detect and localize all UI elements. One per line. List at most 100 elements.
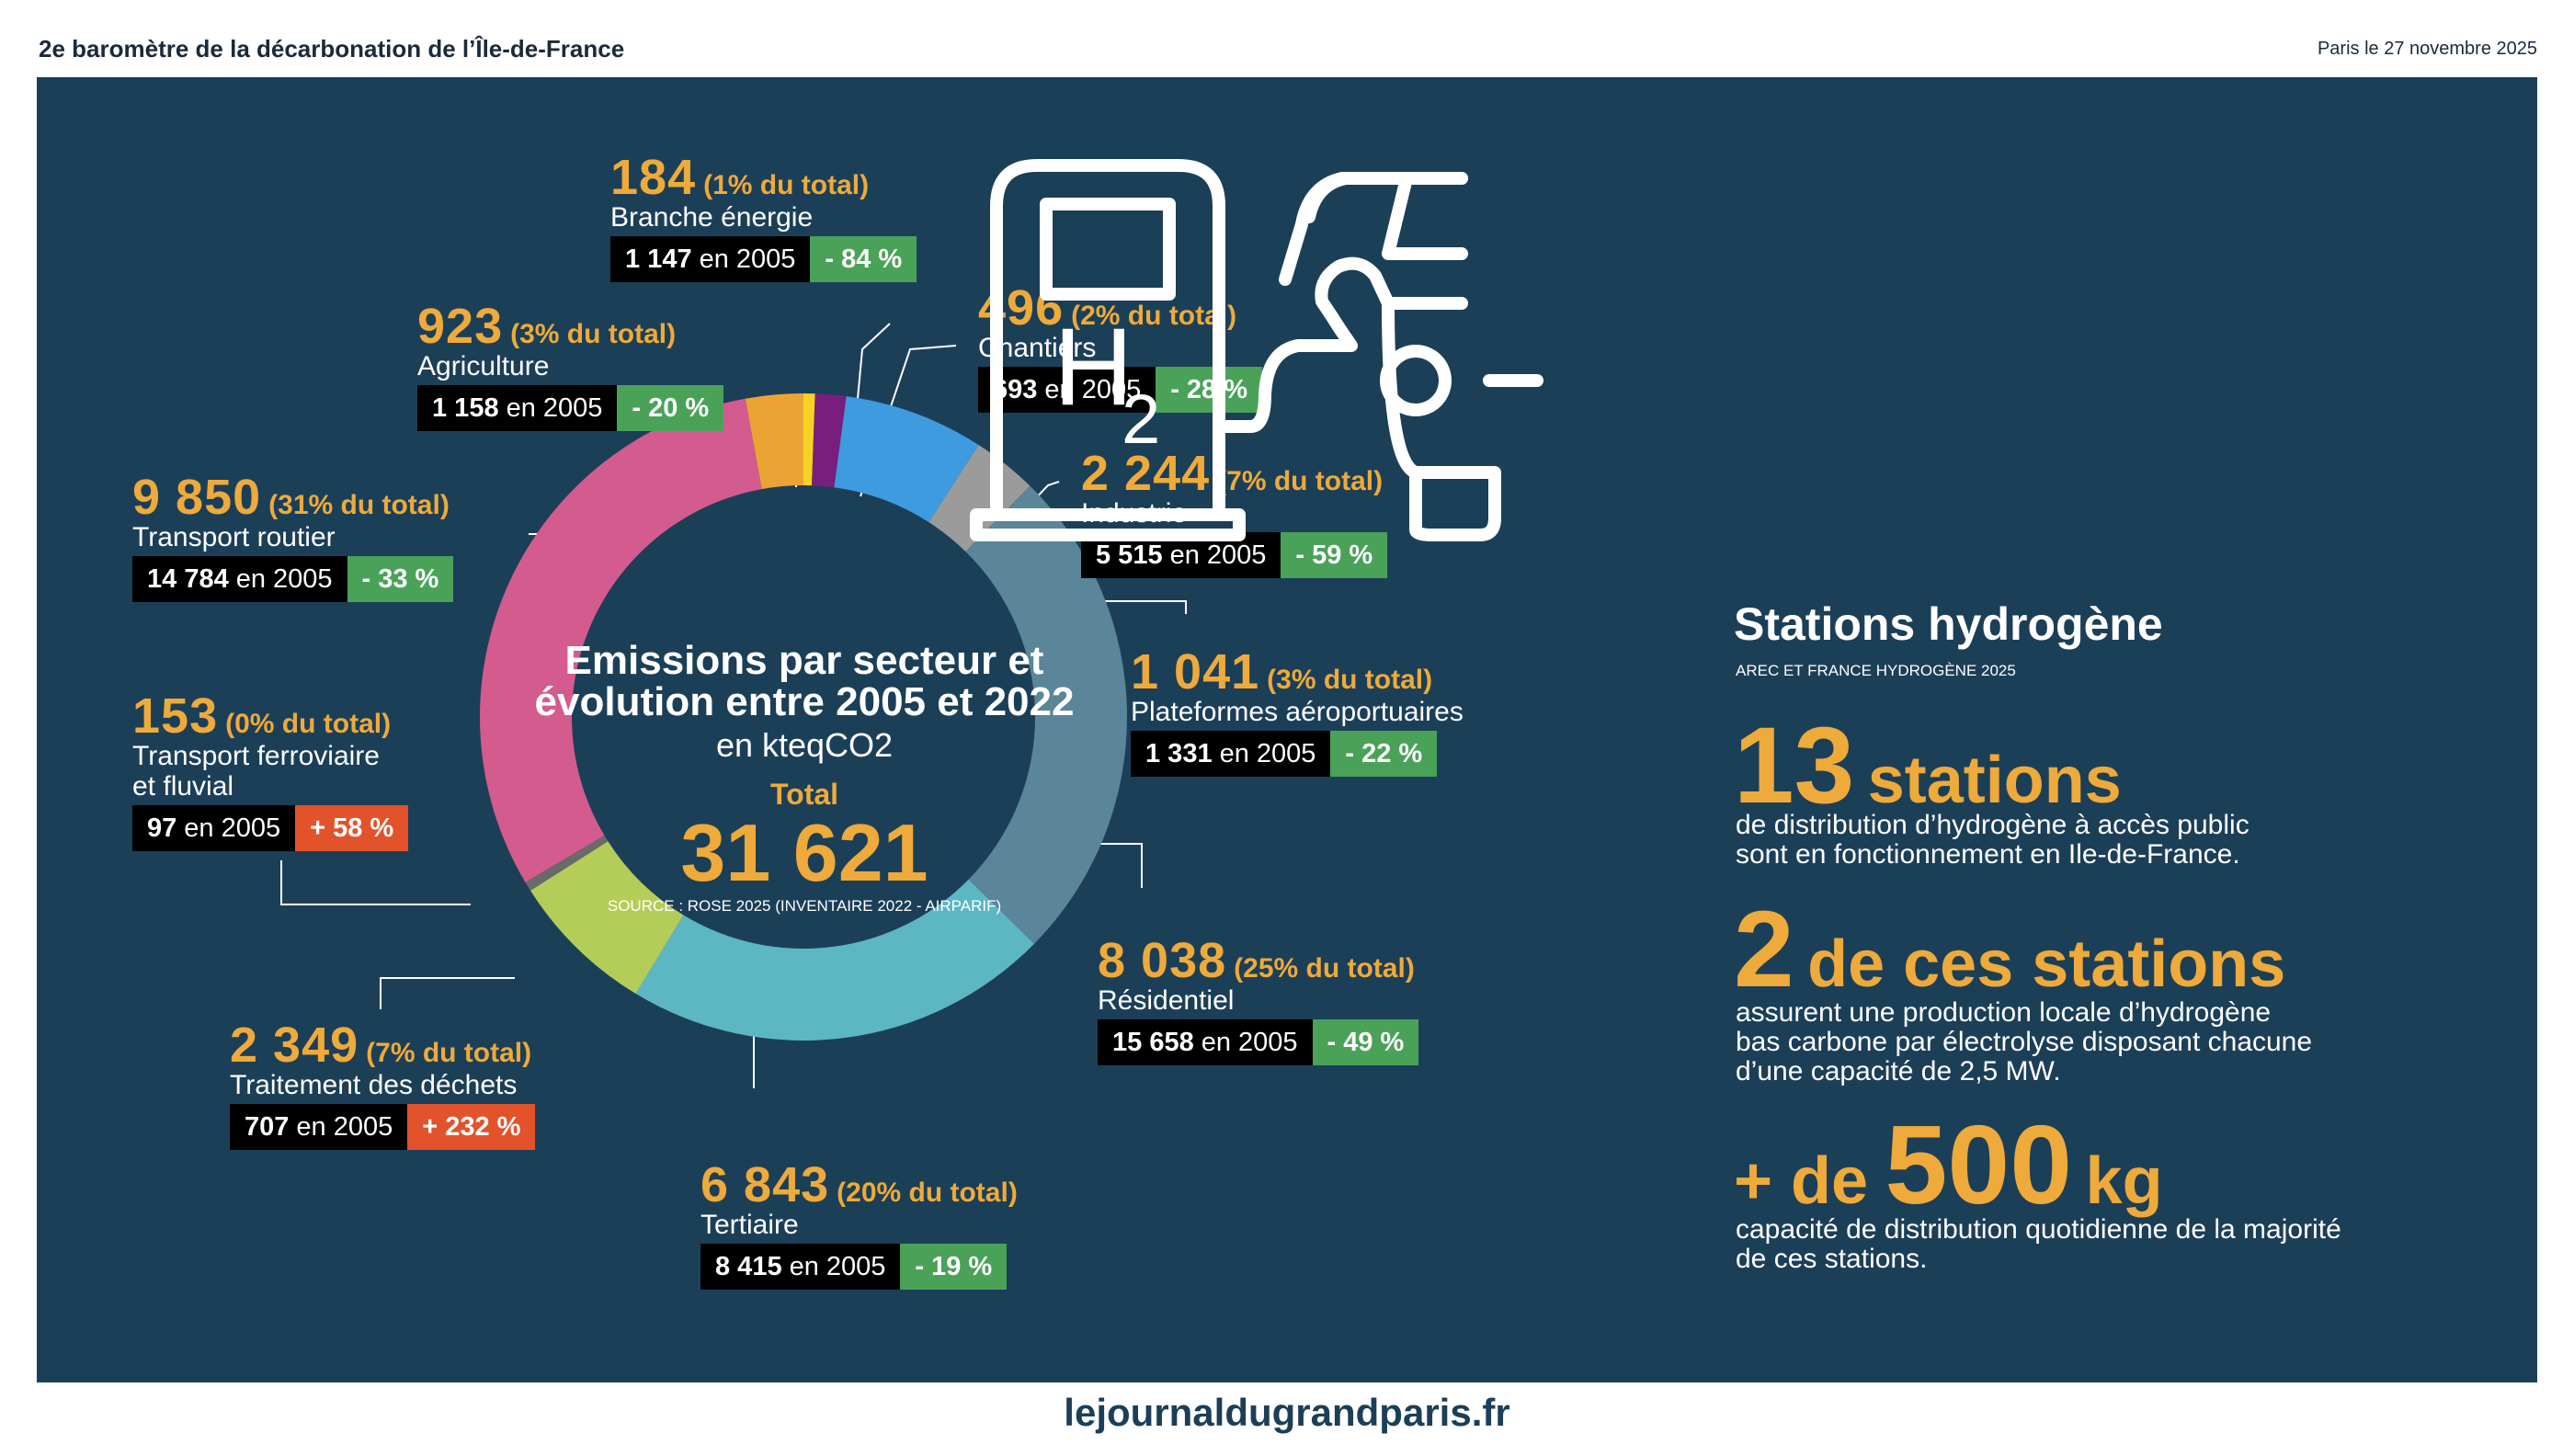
donut-slice-8 — [480, 398, 762, 882]
sector-share: (7% du total) — [366, 1038, 532, 1068]
stat-500-kg: + de 500 kg — [1734, 1109, 2163, 1221]
sector-label-1: 496 (2% du total) Chantiers 693 en 2005- 28 … — [978, 283, 1263, 413]
sector-label-5: 6 843 (20% du total) Tertiaire 8 415 en 2005… — [700, 1160, 1018, 1290]
sector-label-4: 8 038 (25% du total) Résidentiel 15 658 en 2… — [1098, 936, 1419, 1065]
sector-name: Transport ferroviaire et fluvial — [132, 741, 380, 802]
sector-value-line: 496 (2% du total) — [978, 283, 1262, 333]
sector-value: 496 — [978, 280, 1065, 336]
donut-slice-7 — [525, 835, 609, 891]
sector-value-line: 2 244 (7% du total) — [1081, 449, 1387, 498]
sector-name: Résidentiel — [1098, 985, 1235, 1016]
sector-share: (1% du total) — [703, 170, 870, 200]
total-value: 31 621 — [680, 807, 928, 898]
stat-2-stations: 2 de ces stations — [1734, 895, 2285, 1004]
sector-comparison: 5 515 en 2005- 59 % — [1081, 532, 1388, 578]
leader-dechets — [380, 977, 515, 1009]
page-title: 2e baromètre de la décarbonation de l’Îl… — [39, 35, 625, 63]
sector-change: + 58 % — [295, 805, 409, 851]
stat2-desc-line2: bas carbone par électrolyse disposant ch… — [1736, 1027, 2313, 1057]
sector-value: 2 349 — [230, 1018, 359, 1073]
donut-slice-4 — [965, 485, 1128, 944]
sector-comparison: 1 331 en 2005- 22 % — [1131, 731, 1464, 777]
sector-share: (3% du total) — [1267, 665, 1433, 695]
sector-change: - 49 % — [1312, 1019, 1419, 1065]
sector-label-2: 2 244 (7% du total) Industrie 5 515 en 2005-… — [1081, 449, 1388, 578]
sector-value-line: 923 (3% du total) — [417, 301, 723, 351]
sector-change: - 59 % — [1281, 532, 1388, 578]
total-label: Total — [769, 778, 839, 811]
sector-name: Tertiaire — [700, 1210, 799, 1240]
sector-2005-value: 1 331 en 2005 — [1131, 731, 1331, 777]
sector-share: (20% du total) — [837, 1177, 1018, 1208]
chart-center-label: Emissions par secteur et évolution entre… — [529, 640, 1080, 915]
donut-slice-2 — [834, 396, 979, 523]
sector-share: (2% du total) — [1071, 301, 1237, 331]
sector-value: 8 038 — [1098, 933, 1227, 988]
sector-value: 9 850 — [132, 470, 262, 525]
sector-change: + 232 % — [407, 1104, 536, 1150]
footer-website: lejournaldugrandparis.fr — [1064, 1391, 1510, 1434]
sector-2005-value: 5 515 en 2005 — [1081, 532, 1281, 578]
stat3-prefix: + de — [1734, 1144, 1869, 1218]
stat1-desc-line1: de distribution d’hydrogène à accès publ… — [1736, 810, 2249, 840]
stat3-unit: kg — [2085, 1144, 2163, 1218]
sector-share: (0% du total) — [225, 709, 392, 739]
sector-value: 6 843 — [700, 1157, 830, 1212]
sector-value: 153 — [132, 688, 219, 744]
stat1-unit: stations — [1867, 744, 2122, 817]
sector-value-line: 8 038 (25% du total) — [1098, 936, 1418, 985]
sector-2005-value: 8 415 en 2005 — [700, 1244, 901, 1290]
donut-slice-9 — [745, 393, 803, 490]
sector-value-line: 153 (0% du total) — [132, 691, 408, 741]
stat2-number: 2 — [1734, 889, 1794, 1010]
stat1-number: 13 — [1734, 705, 1855, 826]
stat3-number: 500 — [1885, 1102, 2073, 1227]
sector-label-6: 2 349 (7% du total) Traitement des déchets… — [230, 1018, 536, 1150]
sector-2005-value: 15 658 en 2005 — [1098, 1019, 1313, 1065]
sector-2005-value: 707 en 2005 — [230, 1104, 408, 1150]
sector-share: (3% du total) — [510, 319, 677, 349]
chart-title: Emissions par secteur et évolution entre… — [534, 638, 1075, 724]
sector-value-line: 6 843 (20% du total) — [700, 1160, 1018, 1210]
hydrogen-title: Stations hydrogène — [1734, 598, 2163, 650]
stat-13-stations: 13 stations — [1734, 711, 2122, 820]
sector-2005-value: 693 en 2005 — [978, 367, 1156, 413]
donut-slice-0 — [803, 393, 815, 486]
donut-slices — [480, 393, 1128, 1041]
hydrogen-source: AREC ET FRANCE HYDROGÈNE 2025 — [1736, 662, 2016, 679]
stat2-desc-line1: assurent une production locale d’hydrogè… — [1736, 997, 2272, 1028]
sector-2005-value: 1 147 en 2005 — [610, 236, 811, 282]
sector-comparison: 15 658 en 2005- 49 % — [1098, 1019, 1419, 1065]
sector-change: - 28 % — [1156, 367, 1263, 413]
sector-share: (31% du total) — [268, 490, 450, 520]
chart-unit: en kteqCO2 — [715, 726, 894, 764]
stat3-description: capacité de distribution quotidienne de … — [1736, 1215, 2341, 1274]
sector-label-8: 9 850 (31% du total) Transport routier 14 7… — [132, 470, 454, 602]
sector-2005-value: 1 158 en 2005 — [417, 385, 618, 431]
donut-slice-5 — [635, 879, 1034, 1041]
sector-name: Chantiers — [978, 333, 1097, 363]
leader-ferroviaire — [280, 860, 471, 905]
sector-comparison: 97 en 2005 + 58 % — [132, 805, 409, 851]
sector-name: Transport routier — [132, 522, 336, 552]
sector-label-0: 184 (1% du total) Branche énergie 1 147 en 2… — [610, 153, 917, 282]
stat2-description: assurent une production locale d’hydrogè… — [1736, 998, 2312, 1086]
sector-value: 2 244 — [1081, 446, 1211, 501]
sector-change: - 20 % — [617, 385, 724, 431]
sector-change: - 33 % — [347, 556, 454, 602]
sector-comparison: 707 en 2005 + 232 % — [230, 1104, 536, 1150]
sector-value-line: 184 (1% du total) — [610, 153, 917, 202]
donut-slice-6 — [530, 841, 684, 995]
sector-name: Branche énergie — [610, 202, 814, 233]
sector-change: - 22 % — [1330, 731, 1438, 777]
sector-name: Agriculture — [417, 351, 550, 381]
stat3-desc-line2: de ces stations. — [1736, 1244, 1928, 1274]
sector-2005-value: 97 en 2005 — [132, 805, 296, 851]
sector-share: (25% du total) — [1234, 953, 1415, 984]
sector-value: 923 — [417, 299, 504, 354]
sector-change: - 84 % — [810, 236, 917, 282]
sector-label-9: 923 (3% du total) Agriculture 1 158 en 2005-… — [417, 301, 724, 431]
stat3-desc-line1: capacité de distribution quotidienne de … — [1736, 1214, 2341, 1245]
stat1-desc-line2: sont en fonctionnement en Ile-de-France. — [1736, 839, 2240, 870]
sector-label-3: 1 041 (3% du total) Plateformes aéroportua… — [1131, 647, 1464, 777]
